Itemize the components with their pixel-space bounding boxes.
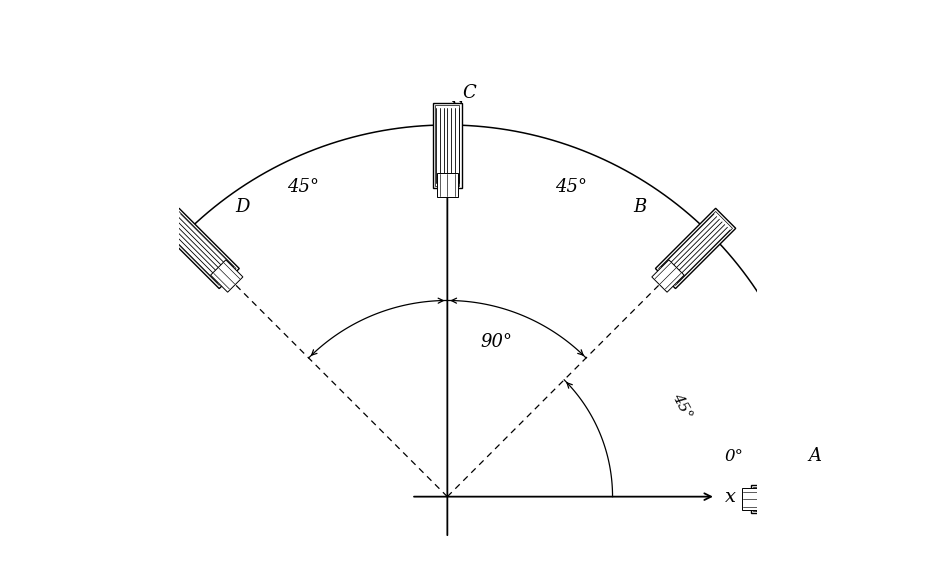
- Text: B: B: [634, 198, 647, 216]
- Polygon shape: [436, 173, 458, 197]
- Text: 45°: 45°: [669, 391, 695, 422]
- Text: C: C: [461, 84, 475, 102]
- Text: y: y: [451, 97, 462, 115]
- Text: 45°: 45°: [286, 178, 319, 196]
- Polygon shape: [751, 485, 836, 514]
- Text: x: x: [725, 488, 736, 506]
- Polygon shape: [651, 260, 684, 292]
- Polygon shape: [433, 103, 461, 188]
- Text: 45°: 45°: [555, 178, 587, 196]
- Polygon shape: [742, 488, 767, 510]
- Text: 90°: 90°: [481, 333, 513, 351]
- Text: D: D: [235, 198, 250, 216]
- Polygon shape: [211, 260, 243, 292]
- Text: 0°: 0°: [724, 447, 744, 465]
- Polygon shape: [159, 208, 240, 288]
- Text: A: A: [809, 446, 822, 465]
- Polygon shape: [655, 208, 736, 288]
